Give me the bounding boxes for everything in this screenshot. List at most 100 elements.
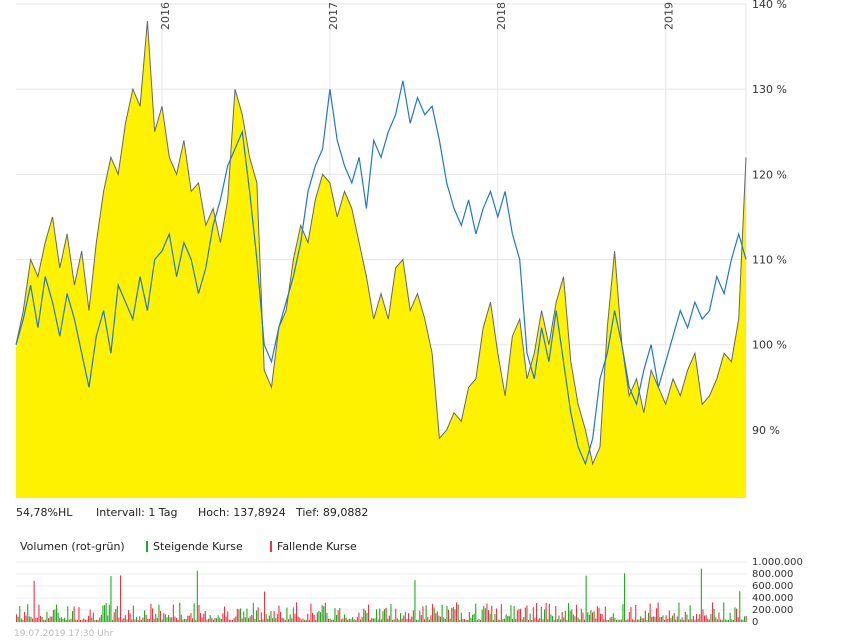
volume-bar: [694, 619, 696, 622]
volume-bar: [128, 610, 130, 622]
volume-bar: [160, 611, 162, 622]
volume-bar: [644, 610, 646, 622]
volume-bar: [236, 608, 238, 622]
volume-bar: [238, 609, 240, 622]
volume-bar: [595, 618, 597, 622]
volume-bar: [379, 608, 381, 622]
volume-bar: [440, 616, 442, 622]
volume-bar: [544, 609, 546, 622]
volume-bar: [536, 603, 538, 622]
volume-bar: [315, 619, 317, 622]
volume-bar: [691, 619, 693, 622]
volume-bar: [622, 604, 624, 622]
volume-bar: [209, 615, 211, 622]
volume-bar: [73, 606, 75, 622]
volume-bar: [601, 614, 603, 622]
volume-bar: [371, 617, 373, 622]
volume-bar: [556, 619, 558, 622]
volume-bar: [16, 614, 18, 622]
volume-bar: [241, 618, 243, 622]
volume-bar: [588, 614, 590, 622]
volume-bar: [398, 619, 400, 622]
volume-bar: [56, 604, 58, 622]
volume-bar: [512, 618, 514, 622]
volume-bar: [193, 603, 195, 622]
volume-bar: [281, 617, 283, 622]
volume-bar: [230, 619, 232, 622]
volume-bar: [300, 619, 302, 622]
volume-bar: [41, 617, 43, 622]
volume-bar: [654, 616, 656, 622]
rising-legend-label: Steigende Kurse: [153, 540, 243, 553]
volume-bar: [526, 605, 528, 622]
volume-bar: [403, 615, 405, 622]
volume-bar: [257, 607, 259, 622]
volume-bar: [76, 620, 78, 622]
volume-bar: [564, 610, 566, 622]
volume-bar: [609, 617, 611, 622]
volume-bar: [468, 612, 470, 622]
volume-bar: [19, 606, 21, 622]
falling-legend-label: Fallende Kurse: [277, 540, 357, 553]
volume-bar: [657, 602, 659, 622]
volume-bar: [668, 610, 670, 622]
rising-legend-swatch: [146, 541, 148, 552]
volume-bar: [537, 619, 539, 622]
volume-bar: [83, 618, 85, 622]
volume-bar: [499, 619, 501, 622]
volume-bar: [292, 607, 294, 622]
volume-bar: [132, 605, 134, 622]
volume-bar: [420, 615, 422, 622]
volume-bar: [353, 619, 355, 622]
volume-bar: [476, 620, 478, 622]
volume-bar: [180, 614, 182, 622]
volume-bar: [560, 619, 562, 622]
volume-bar: [350, 619, 352, 622]
volume-bar: [739, 591, 741, 622]
volume-bar: [491, 605, 493, 622]
volume-bar: [548, 603, 550, 622]
volume-bar: [264, 591, 266, 622]
y-tick-label: 90 %: [752, 424, 780, 437]
volume-bar: [636, 619, 638, 622]
year-label: 2019: [663, 2, 676, 30]
volume-bar: [700, 568, 702, 622]
volume-bar: [547, 619, 549, 622]
volume-bar: [142, 617, 144, 622]
volume-bar: [438, 615, 440, 622]
volume-bar: [659, 617, 661, 622]
volume-bar: [608, 620, 610, 622]
volume-bar: [606, 620, 608, 622]
volume-bar: [713, 609, 715, 622]
volume-bar: [336, 614, 338, 622]
volume-bar: [723, 602, 725, 622]
low-label: Tief: 89,0882: [295, 506, 368, 519]
volume-bar: [545, 603, 547, 622]
volume-bar: [726, 620, 728, 622]
volume-bar: [328, 618, 330, 622]
volume-bar: [89, 609, 91, 622]
volume-bar: [616, 619, 618, 622]
volume-bar: [88, 615, 90, 622]
volume-bar: [259, 620, 261, 622]
volume-bar: [392, 620, 394, 622]
volume-bar: [268, 615, 270, 622]
volume-bar: [296, 602, 298, 622]
volume-bar: [64, 617, 66, 622]
volume-bar: [297, 616, 299, 622]
volume-bar: [174, 616, 176, 622]
volume-bar: [672, 615, 674, 622]
volume-bar: [65, 619, 67, 622]
volume-bar: [528, 620, 530, 622]
volume-bar: [676, 616, 678, 622]
volume-bar: [342, 618, 344, 622]
volume-bar: [145, 614, 147, 622]
volume-bar: [745, 616, 747, 622]
volume-bar: [680, 619, 682, 622]
volume-bar: [166, 617, 168, 622]
volume-bar: [404, 611, 406, 622]
volume-bar: [539, 618, 541, 622]
volume-bar: [481, 609, 483, 622]
price-area-fill: [16, 21, 746, 498]
x-axis-years: 2016 2017 2018 2019: [159, 2, 676, 30]
